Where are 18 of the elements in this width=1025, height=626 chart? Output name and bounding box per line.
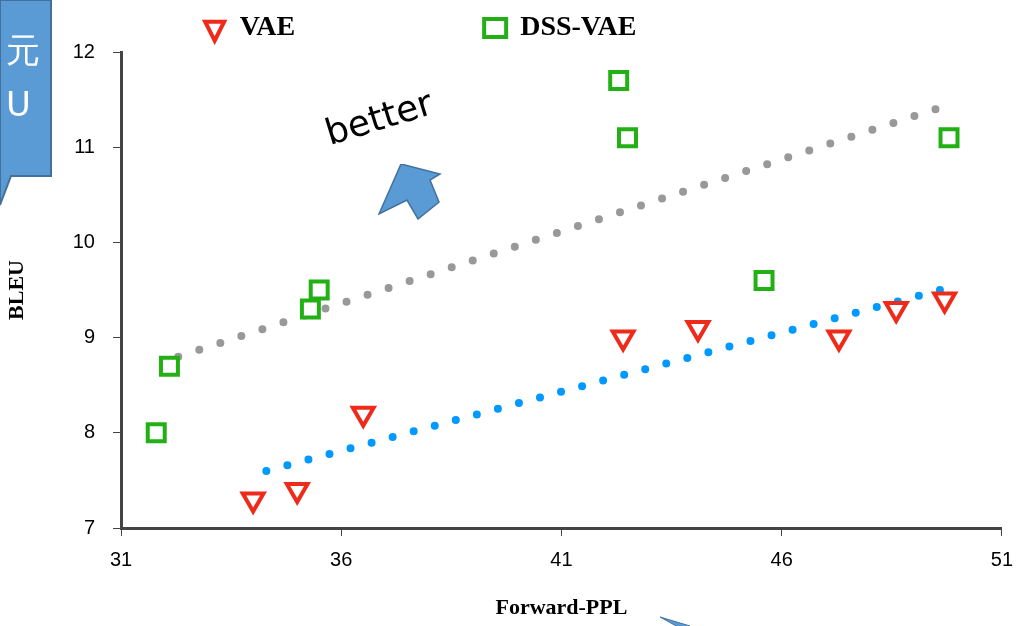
x-tick-label: 46 [770, 547, 793, 570]
legend-label: VAE [239, 10, 471, 42]
y-tick-label: 11 [74, 134, 95, 157]
y-tick-label: 10 [72, 229, 95, 252]
legend-label: DSS-VAE [520, 10, 812, 42]
text: U [6, 84, 31, 124]
text: 元 [6, 29, 40, 72]
x-tick-label: 36 [330, 547, 353, 570]
y-axis-title: BLEU [2, 259, 28, 320]
y-tick-label: 8 [83, 420, 95, 443]
x-tick-label: 31 [109, 547, 133, 570]
annotation: better [320, 81, 438, 153]
x-tick-label: 41 [550, 547, 573, 570]
x-tick-label: 51 [990, 547, 1013, 570]
x-axis-title: Forward-PPL [495, 594, 628, 620]
y-tick-label: 9 [83, 325, 95, 348]
y-tick-label: 12 [72, 39, 95, 62]
y-tick-label: 7 [83, 515, 95, 538]
